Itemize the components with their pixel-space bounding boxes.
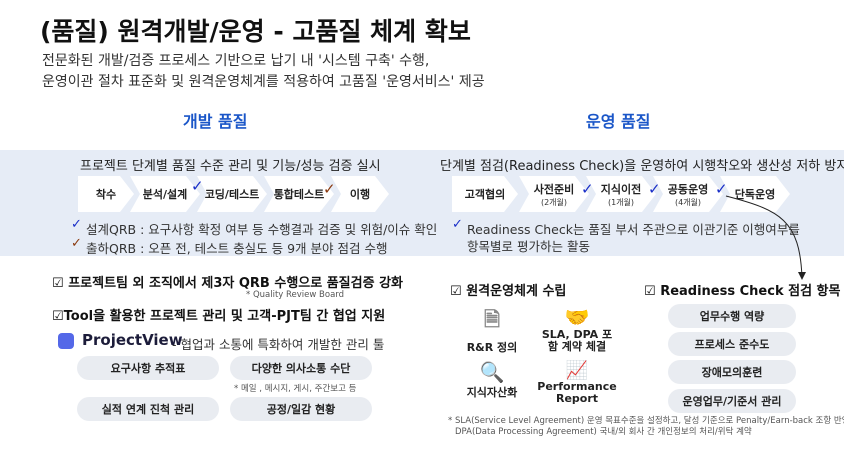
check-icon: ✓	[323, 180, 336, 198]
projectview-logo-icon	[58, 333, 74, 349]
stage-label: 공동운영	[667, 182, 709, 196]
check-icon: ✓	[191, 177, 204, 195]
check-icon: ✓	[648, 180, 661, 198]
rc-item-pill: 업무수행 역량	[668, 304, 796, 328]
stage-label: 착수	[95, 188, 117, 201]
stage-label: 이행	[349, 188, 371, 201]
stage-label: 고객협의	[464, 188, 506, 201]
dev-bullet: 설계QRB : 요구사항 확정 여부 등 수행결과 검증 및 위험/이슈 확인	[86, 222, 438, 237]
stage-label: 통합테스트	[273, 188, 325, 201]
remote-item: 🗎 R&R 정의	[462, 305, 522, 355]
ops-bullet: Readiness Check는 품질 부서 주관으로 이관기준 이행여부를	[467, 222, 800, 237]
ops-bullet: 항목별로 평가하는 활동	[467, 239, 590, 254]
handshake-icon: 🤝	[564, 305, 590, 329]
item-label: Performance Report	[537, 380, 617, 405]
stage-duration: (1개월)	[607, 197, 635, 207]
stage-chevron: 단독운영	[720, 176, 790, 212]
subtitle-line: 전문화된 개발/검증 프로세스 기반으로 납기 내 '시스템 구축' 수행,	[42, 53, 430, 69]
ops-band-title: 단계별 점검(Readiness Check)을 운영하여 시행착오와 생산성 …	[440, 159, 844, 174]
remote-heading: ☑ 원격운영체계 수립	[450, 280, 566, 299]
feature-note: * 메일 , 메시지, 게시, 주간보고 등	[234, 384, 357, 394]
check-icon: ✓	[71, 217, 82, 232]
stage-label: 단독운영	[734, 188, 776, 201]
check-icon: ✓	[452, 217, 463, 232]
chart-report-icon: 📈	[565, 360, 589, 381]
stage-duration: (4개월)	[674, 197, 702, 207]
stage-label: 코딩/테스트	[204, 188, 260, 201]
subtitle-line: 운영이관 절차 표준화 및 원격운영체계를 적용하여 고품질 '운영서비스' 제…	[42, 74, 485, 90]
stage-chevron: 착수	[78, 176, 134, 212]
item-label: 지식자산화	[466, 386, 518, 399]
circle-check-icon: ☑	[644, 284, 661, 299]
page-title: (품질) 원격개발/운영 - 고품질 체계 확보	[40, 17, 471, 46]
qrb-note: * Quality Review Board	[246, 290, 345, 300]
ops-heading: 운영 품질	[586, 112, 651, 131]
tool-name: ProjectView	[82, 331, 183, 349]
circle-check-icon: ☑	[450, 284, 467, 299]
feature-pill: 다양한 의사소통 수단	[230, 356, 372, 380]
point-text: 프로젝트팀 외 조직에서 제3자 QRB 수행으로 품질검증 강화	[68, 276, 404, 291]
tool-desc: - 협업과 소통에 특화하여 개발한 관리 툴	[172, 337, 385, 352]
stage-chevron: 코딩/테스트	[197, 176, 267, 212]
stage-chevron: 분석/설계	[130, 176, 200, 212]
stage-chevron: 사전준비 (2개월)	[519, 176, 589, 212]
footnote: * SLA(Service Level Agreement) 운영 목표수준을 …	[448, 416, 844, 426]
rc-item-pill: 운영업무/기준서 관리	[668, 389, 796, 413]
stage-chevron: 통합테스트	[264, 176, 334, 212]
feature-pill: 공정/일감 현황	[230, 397, 372, 421]
dev-band-title: 프로젝트 단계별 품질 수준 관리 및 기능/성능 검증 실시	[80, 159, 381, 174]
stage-chevron: 공동운영 (4개월)	[653, 176, 723, 212]
remote-item: 🔍 지식자산화	[462, 360, 522, 400]
heading-text: Readiness Check 점검 항목	[660, 284, 841, 299]
check-icon: ✓	[581, 180, 594, 198]
stage-label: 분석/설계	[142, 188, 188, 201]
connector-arrow	[725, 195, 806, 280]
feature-pill: 실적 연계 진척 관리	[77, 397, 219, 421]
check-icon: ✓	[71, 236, 82, 251]
document-check-icon: 🗎	[483, 307, 501, 331]
knowledge-search-icon: 🔍	[479, 360, 505, 384]
rc-item-pill: 프로세스 준수도	[668, 332, 796, 356]
circle-check-icon: ☑	[52, 276, 69, 291]
dev-heading: 개발 품질	[183, 112, 248, 131]
circle-check-icon: ☑	[52, 309, 64, 324]
check-icon: ✓	[715, 180, 728, 198]
point-text: Tool을 활용한 프로젝트 관리 및 고객-PJT팀 간 협업 지원	[63, 309, 386, 324]
heading-text: 원격운영체계 수립	[466, 284, 567, 299]
stage-label: 사전준비	[533, 182, 575, 196]
feature-pill: 요구사항 추적표	[77, 356, 219, 380]
rc-heading: ☑ Readiness Check 점검 항목	[644, 280, 840, 299]
remote-item: 🤝 SLA, DPA 포함 계약 체결	[537, 305, 617, 353]
stage-duration: (2개월)	[540, 197, 568, 207]
stage-label: 지식이전	[600, 182, 642, 196]
dev-point: ☑Tool을 활용한 프로젝트 관리 및 고객-PJT팀 간 협업 지원	[52, 305, 385, 324]
item-label: R&R 정의	[466, 341, 518, 354]
item-label: SLA, DPA 포함 계약 체결	[541, 328, 613, 353]
remote-item: 📈 Performance Report	[537, 360, 617, 405]
dev-bullet: 출하QRB : 오픈 전, 테스트 충실도 등 9개 분야 점검 수행	[86, 241, 388, 256]
rc-item-pill: 장애모의훈련	[668, 360, 796, 384]
footnote: DPA(Data Processing Agreement) 국내/외 회사 간…	[455, 427, 752, 437]
stage-chevron: 고객협의	[452, 176, 518, 212]
stage-chevron: 지식이전 (1개월)	[586, 176, 656, 212]
dev-point: ☑ 프로젝트팀 외 조직에서 제3자 QRB 수행으로 품질검증 강화	[52, 272, 403, 291]
